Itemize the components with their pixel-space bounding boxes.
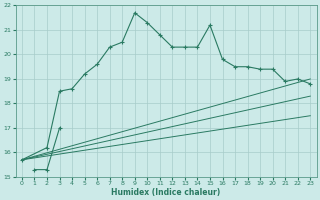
X-axis label: Humidex (Indice chaleur): Humidex (Indice chaleur) — [111, 188, 221, 197]
